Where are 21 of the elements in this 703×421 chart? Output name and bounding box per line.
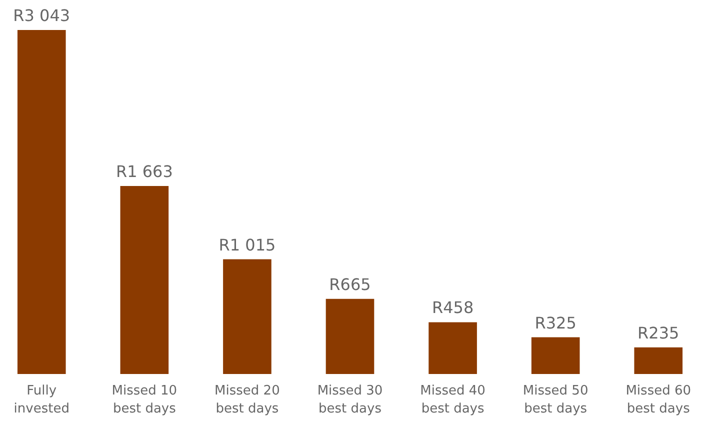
bar (120, 186, 169, 374)
x-tick-label: Missed 60 best days (626, 384, 692, 416)
data-label: R3 043 (13, 6, 70, 25)
data-label: R1 663 (116, 162, 173, 182)
x-tick-label: Missed 30 best days (317, 384, 383, 416)
data-label: R665 (329, 274, 371, 294)
x-tick-label: Missed 50 best days (522, 384, 588, 416)
x-tick-label: Fully invested (14, 384, 70, 416)
bar (634, 347, 683, 374)
bar (428, 322, 477, 374)
data-label: R1 015 (218, 235, 276, 254)
data-label: R458 (432, 298, 474, 318)
data-label: R235 (638, 323, 680, 342)
x-tick-label: Missed 40 best days (420, 384, 486, 416)
bar (531, 337, 580, 374)
bar (17, 30, 66, 374)
x-tick-label: Missed 20 best days (214, 384, 280, 416)
bar (223, 259, 272, 374)
bar (326, 298, 374, 374)
x-tick-label: Missed 10 best days (112, 384, 178, 416)
data-label: R325 (534, 313, 576, 332)
